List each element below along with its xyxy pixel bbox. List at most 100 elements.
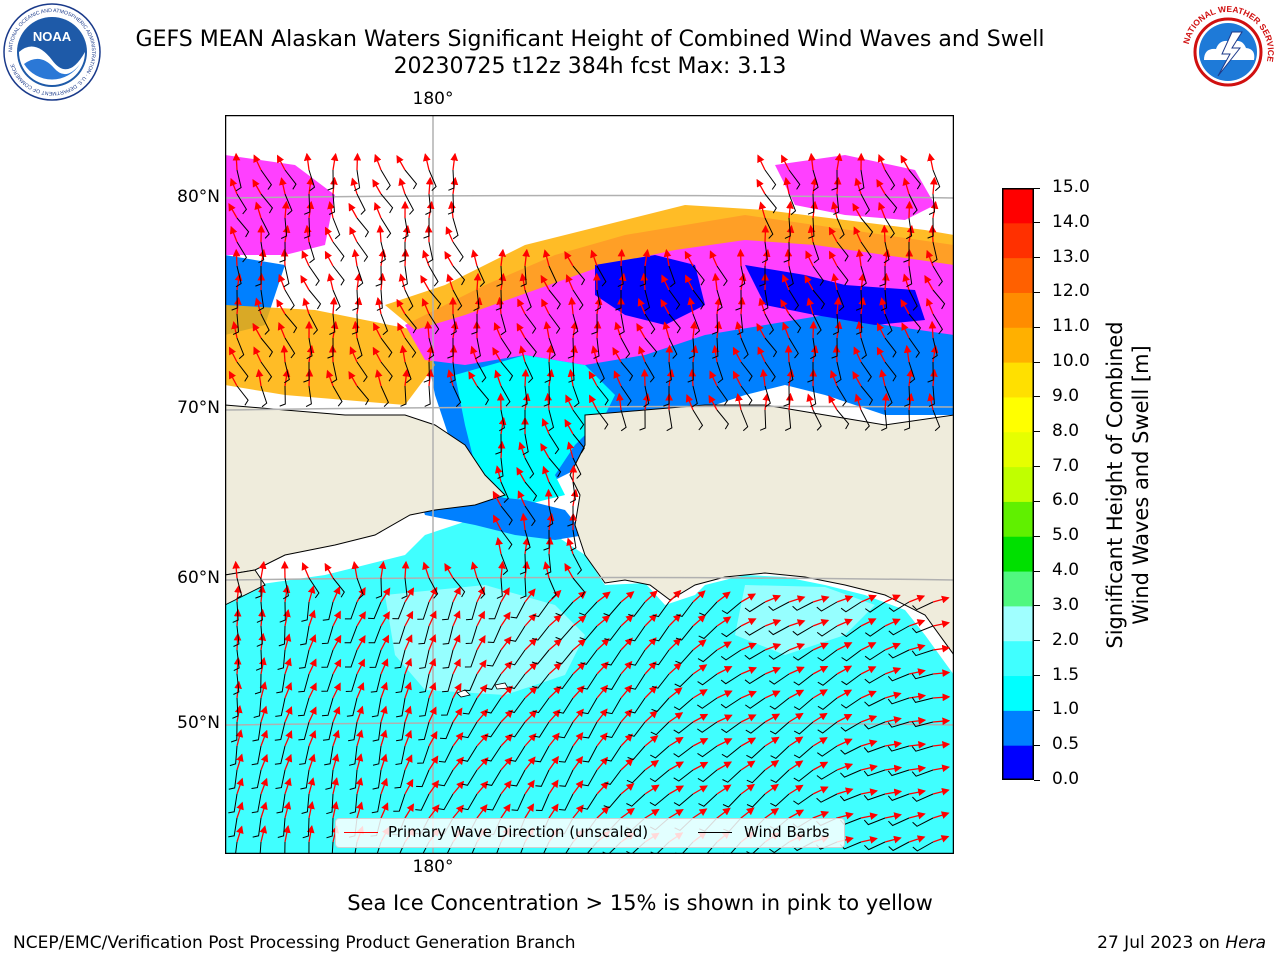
wind-barb (260, 361, 273, 382)
wind-barb (888, 625, 910, 636)
wave-direction-arrow (254, 297, 263, 315)
wave-direction-arrow (860, 666, 877, 675)
wave-direction-arrow (638, 345, 646, 363)
wave-direction-arrow (426, 368, 434, 387)
wind-barb (692, 409, 704, 431)
noaa-logo-text: NOAA (33, 29, 72, 44)
colorbar-tick-label: 4.0 (1052, 560, 1080, 581)
wind-barb (486, 793, 502, 811)
wind-barb (620, 409, 627, 432)
colorbar-tick-label: 5.0 (1052, 525, 1080, 546)
wave-direction-arrow (524, 803, 535, 819)
wind-barb (605, 673, 622, 690)
wind-barb (236, 337, 245, 360)
wave-direction-arrow (332, 658, 342, 675)
wind-barb (308, 169, 316, 192)
wind-barb (547, 505, 554, 528)
wave-direction-arrow (618, 272, 627, 291)
wind-barb (911, 721, 934, 728)
wind-barb (499, 409, 505, 432)
wind-barb (524, 529, 531, 552)
wave-direction-arrow (356, 586, 366, 603)
wave-direction-arrow (685, 393, 694, 411)
wave-direction-arrow (283, 825, 291, 843)
wind-barb (297, 697, 310, 717)
wind-barb (303, 217, 311, 239)
wind-barb (399, 242, 406, 263)
wave-direction-arrow (908, 594, 926, 603)
wave-direction-arrow (235, 729, 244, 747)
wind-barb (572, 265, 586, 286)
wave-direction-arrow (398, 273, 407, 291)
wind-barb (402, 217, 409, 240)
wind-barb (688, 337, 695, 359)
wind-barb (471, 313, 478, 335)
wind-barb (615, 290, 622, 311)
wave-direction-arrow (613, 370, 622, 387)
wave-direction-arrow (692, 785, 708, 795)
wind-barb (908, 313, 922, 334)
wave-direction-arrow (620, 591, 635, 603)
wave-direction-arrow (517, 490, 526, 507)
wind-barb (668, 265, 676, 288)
wind-barb (476, 385, 490, 406)
wind-barb (735, 289, 742, 311)
wave-direction-arrow (404, 705, 412, 723)
wind-barb (764, 313, 775, 335)
wave-direction-arrow (428, 681, 437, 699)
wave-direction-arrow (788, 595, 806, 603)
wind-barb (792, 625, 814, 636)
wave-direction-arrow (932, 835, 950, 843)
wave-direction-arrow (588, 370, 598, 387)
wind-barb (442, 625, 454, 645)
wind-barb (769, 673, 790, 685)
wind-barb (603, 793, 622, 809)
wave-direction-arrow (428, 755, 439, 771)
wind-barb (572, 409, 585, 430)
colorbar-border (1002, 188, 1034, 780)
wind-barb (906, 265, 913, 288)
wind-barb (761, 241, 768, 264)
wave-direction-arrow (812, 737, 828, 747)
wave-direction-arrow (540, 274, 550, 291)
wind-barb (284, 193, 293, 216)
wind-barb (697, 721, 718, 733)
land-alaska (569, 404, 954, 656)
wave-direction-arrow (854, 393, 862, 411)
wave-direction-arrow (860, 690, 877, 699)
wave-direction-arrow (877, 201, 886, 219)
wave-direction-arrow (324, 250, 334, 267)
land-siberia (225, 404, 506, 576)
map-legend: Primary Wave Direction (unscaled) Wind B… (335, 818, 845, 848)
wind-barb (860, 265, 867, 288)
wind-barb (393, 793, 406, 812)
wave-direction-arrow (492, 346, 502, 363)
wind-barb (908, 289, 918, 311)
wave-direction-arrow (927, 153, 935, 171)
wind-barb (508, 649, 526, 666)
wave-direction-arrow (788, 689, 805, 699)
wind-barb (884, 313, 893, 336)
wind-barb (380, 337, 393, 358)
wave-direction-arrow (252, 178, 262, 195)
wave-direction-arrow (810, 344, 819, 363)
wind-barb (299, 745, 310, 765)
wave-direction-arrow (740, 760, 756, 771)
wind-barb (301, 793, 310, 814)
wind-barb (768, 649, 790, 660)
wind-barb (887, 745, 910, 752)
colorbar-label: Significant Height of Combined Wind Wave… (1102, 275, 1154, 695)
legend-label-wave-direction: Primary Wave Direction (unscaled) (388, 823, 649, 841)
colorbar-label-line1: Significant Height of Combined (1103, 321, 1127, 649)
wave-direction-arrow (260, 777, 268, 795)
wind-barb (617, 265, 624, 288)
wave-direction-arrow (884, 835, 902, 844)
wind-barb (533, 721, 550, 738)
wind-barb (673, 793, 694, 807)
wind-barb (841, 625, 862, 638)
wind-barb (793, 769, 814, 782)
wave-direction-arrow (234, 296, 242, 315)
wind-barb (548, 337, 556, 360)
wind-barb (884, 337, 897, 358)
wave-direction-arrow (398, 177, 406, 195)
